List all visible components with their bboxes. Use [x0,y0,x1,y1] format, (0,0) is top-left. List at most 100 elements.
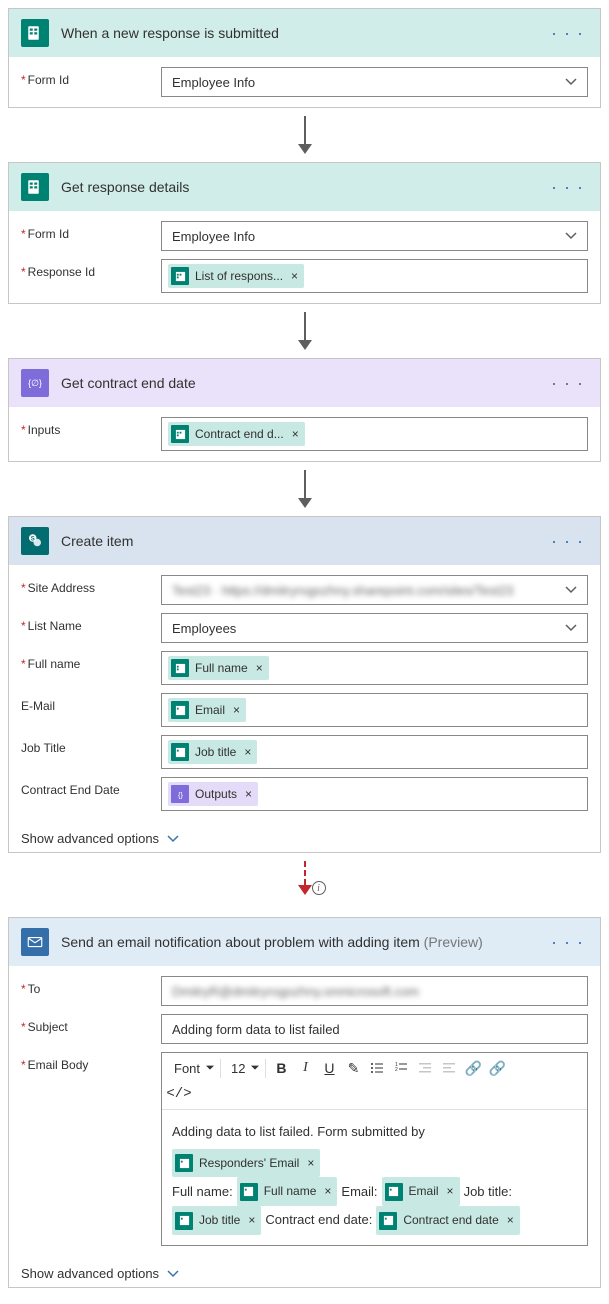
token-remove[interactable]: × [233,703,240,717]
svg-text:2: 2 [395,1067,398,1073]
contract-end-token[interactable]: {} Outputs × [168,782,258,806]
compose-token-icon: {} [171,785,189,803]
get-response-header[interactable]: Get response details · · · [9,163,600,211]
form-id-select[interactable]: Employee Info [161,67,588,97]
email-input[interactable]: Email × [161,693,588,727]
bold-button[interactable]: B [270,1057,292,1079]
inputs-token[interactable]: Contract end d... × [168,422,305,446]
color-button[interactable]: ✎ [342,1057,364,1079]
create-item-advanced[interactable]: Show advanced options [9,821,600,852]
full-name-token[interactable]: Full name × [168,656,269,680]
token-remove[interactable]: × [507,1209,514,1232]
compose-header[interactable]: {∅} Get contract end date · · · [9,359,600,407]
indent-button[interactable] [438,1057,460,1079]
site-address-row: *Site Address Test23 · https://dmitryrog… [21,575,588,605]
trigger-title: When a new response is submitted [61,25,535,41]
editor-content[interactable]: Adding data to list failed. Form submitt… [162,1110,587,1245]
job-title-row: Job Title Job title × [21,735,588,769]
inputs-input[interactable]: Contract end d... × [161,417,588,451]
compose-body: *Inputs Contract end d... × [9,407,600,461]
compose-title: Get contract end date [61,375,535,391]
arrow-connector [8,312,601,350]
email-icon [21,928,49,956]
size-select[interactable]: 12 [225,1059,266,1078]
site-address-select[interactable]: Test23 · https://dmitryrogozhny.sharepoi… [161,575,588,605]
numbered-button[interactable]: 12 [390,1057,412,1079]
svg-text:{}: {} [178,790,183,799]
token-remove[interactable]: × [244,745,251,759]
link-button[interactable]: 🔗 [462,1057,484,1079]
arrow-connector [8,116,601,154]
contract-end-input[interactable]: {} Outputs × [161,777,588,811]
fullname-token-body[interactable]: Full name × [237,1177,338,1206]
send-email-menu[interactable]: · · · [547,932,588,953]
response-id-token[interactable]: List of respons... × [168,264,304,288]
subject-row: *Subject Adding form data to list failed [21,1014,588,1044]
token-remove[interactable]: × [248,1209,255,1232]
email-token[interactable]: Email × [168,698,246,722]
create-item-menu[interactable]: · · · [547,531,588,552]
subject-input[interactable]: Adding form data to list failed [161,1014,588,1044]
response-id-input[interactable]: List of respons... × [161,259,588,293]
sharepoint-icon: S [21,527,49,555]
body-row: *Email Body Font 12 B I U ✎ 12 🔗 [21,1052,588,1246]
info-icon[interactable]: i [312,881,326,895]
token-remove[interactable]: × [447,1180,454,1203]
contract-end-token-text: Outputs [195,787,237,801]
outdent-button[interactable] [414,1057,436,1079]
create-item-header[interactable]: S Create item · · · [9,517,600,565]
token-remove[interactable]: × [307,1152,314,1175]
forms-token-icon [171,267,189,285]
unlink-button[interactable]: 🔗 [486,1057,508,1079]
job-title-input[interactable]: Job title × [161,735,588,769]
code-view-button[interactable]: </> [168,1083,190,1105]
trigger-menu[interactable]: · · · [547,23,588,44]
jobtitle-token-body[interactable]: Job title × [172,1206,261,1235]
forms-token-icon [379,1212,397,1230]
response-id-token-text: List of respons... [195,269,283,283]
compose-menu[interactable]: · · · [547,373,588,394]
font-select[interactable]: Font [168,1059,221,1078]
job-title-token-text: Job title [195,745,236,759]
body-label-contract: Contract end date: [265,1208,372,1233]
full-name-token-text: Full name [195,661,248,675]
chevron-down-icon [565,230,577,242]
chevron-down-icon [565,76,577,88]
get-response-card: Get response details · · · *Form Id Empl… [8,162,601,304]
token-remove[interactable]: × [292,427,299,441]
get-response-menu[interactable]: · · · [547,177,588,198]
compose-card: {∅} Get contract end date · · · *Inputs … [8,358,601,462]
to-input[interactable]: DmitryR@dmitryrogozhny.onmicrosoft.com [161,976,588,1006]
token-remove[interactable]: × [245,787,252,801]
form-id-select-2[interactable]: Employee Info [161,221,588,251]
get-response-title: Get response details [61,179,535,195]
token-remove[interactable]: × [324,1180,331,1203]
trigger-body: *Form Id Employee Info [9,57,600,107]
response-id-label: *Response Id [21,259,153,279]
forms-icon [21,173,49,201]
svg-text:{∅}: {∅} [28,378,42,388]
italic-button[interactable]: I [294,1057,316,1079]
list-name-label: *List Name [21,613,153,633]
list-name-value: Employees [172,621,236,636]
send-email-advanced[interactable]: Show advanced options [9,1256,600,1287]
list-name-select[interactable]: Employees [161,613,588,643]
chevron-down-icon [167,833,179,845]
trigger-header[interactable]: When a new response is submitted · · · [9,9,600,57]
send-email-header[interactable]: Send an email notification about problem… [9,918,600,966]
token-remove[interactable]: × [291,269,298,283]
contract-token-body[interactable]: Contract end date × [376,1206,519,1235]
form-id-value: Employee Info [172,75,255,90]
full-name-row: *Full name Full name × [21,651,588,685]
form-id-row: *Form Id Employee Info [21,67,588,97]
forms-token-icon [171,425,189,443]
job-title-token[interactable]: Job title × [168,740,257,764]
full-name-input[interactable]: Full name × [161,651,588,685]
advanced-label: Show advanced options [21,1266,159,1281]
bullets-button[interactable] [366,1057,388,1079]
responder-token[interactable]: Responders' Email × [172,1149,320,1178]
email-token-body[interactable]: Email × [382,1177,460,1206]
token-remove[interactable]: × [256,661,263,675]
svg-text:S: S [31,536,35,542]
underline-button[interactable]: U [318,1057,340,1079]
